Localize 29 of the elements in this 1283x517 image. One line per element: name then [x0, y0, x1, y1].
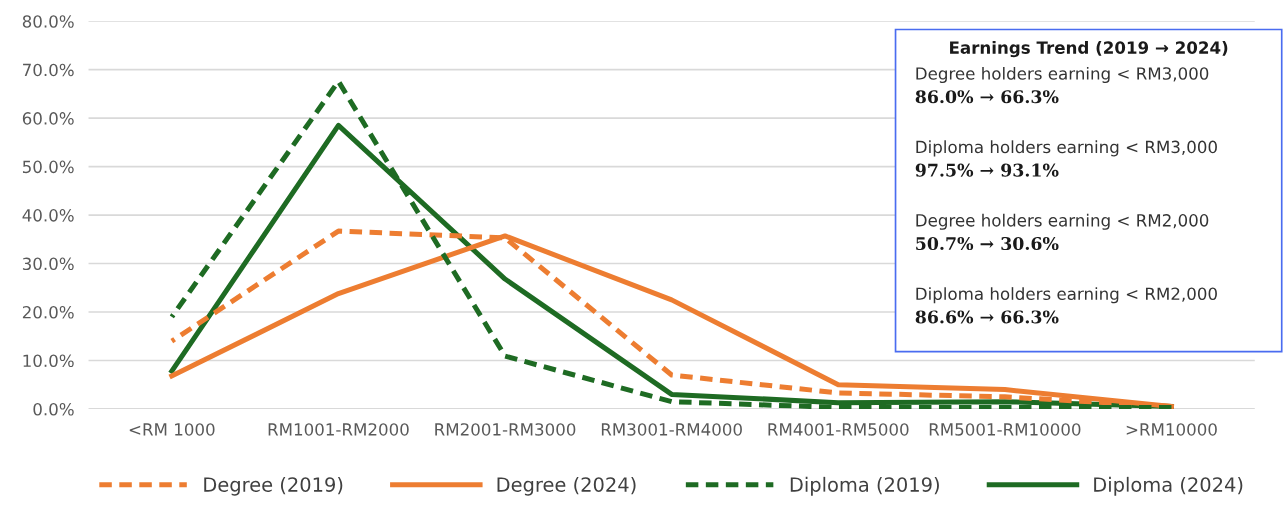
- legend-label: Degree (2024): [497, 476, 636, 496]
- legend-label: Degree (2019): [204, 476, 343, 496]
- annotation: 50.7% → 30.6%: [916, 236, 1059, 251]
- y-tick-label: 70.0%: [23, 63, 74, 77]
- y-tick-label: 10.0%: [23, 354, 74, 368]
- y-tick-label: 50.0%: [22, 160, 74, 174]
- y-tick-label: 20.0%: [22, 305, 74, 319]
- y-tick-label: 40.0%: [22, 209, 74, 222]
- y-tick-label: 0.0%: [33, 402, 74, 416]
- annotation: Degree holders earning < RM2,000: [916, 213, 1209, 230]
- x-tick-label: >RM10000: [1126, 423, 1217, 436]
- annotation: Diploma holders earning < RM2,000: [916, 287, 1217, 304]
- annotation: 97.5% → 93.1%: [915, 163, 1059, 177]
- x-tick-label: RM4001-RM5000: [768, 423, 909, 436]
- annotation: 86.6% → 66.3%: [915, 310, 1059, 324]
- x-tick-label: RM2001-RM3000: [435, 423, 576, 436]
- x-tick-label: RM1001-RM2000: [268, 423, 409, 436]
- y-tick-label: 60.0%: [22, 112, 74, 125]
- legend-label: Diploma (2024): [1094, 476, 1243, 496]
- x-tick-label: RM3001-RM4000: [601, 423, 742, 436]
- x-tick-label: RM5001-RM10000: [929, 423, 1081, 436]
- annotation: Earnings Trend (2019 → 2024): [950, 40, 1228, 58]
- annotation: Diploma holders earning < RM3,000: [916, 140, 1217, 157]
- annotation: Degree holders earning < RM3,000: [916, 66, 1209, 84]
- y-tick-label: 80.0%: [22, 15, 74, 28]
- annotation: 86.0% → 66.3%: [915, 90, 1059, 104]
- x-tick-label: <RM 1000: [129, 423, 215, 436]
- y-tick-label: 30.0%: [22, 257, 74, 271]
- legend-label: Diploma (2019): [790, 476, 939, 496]
